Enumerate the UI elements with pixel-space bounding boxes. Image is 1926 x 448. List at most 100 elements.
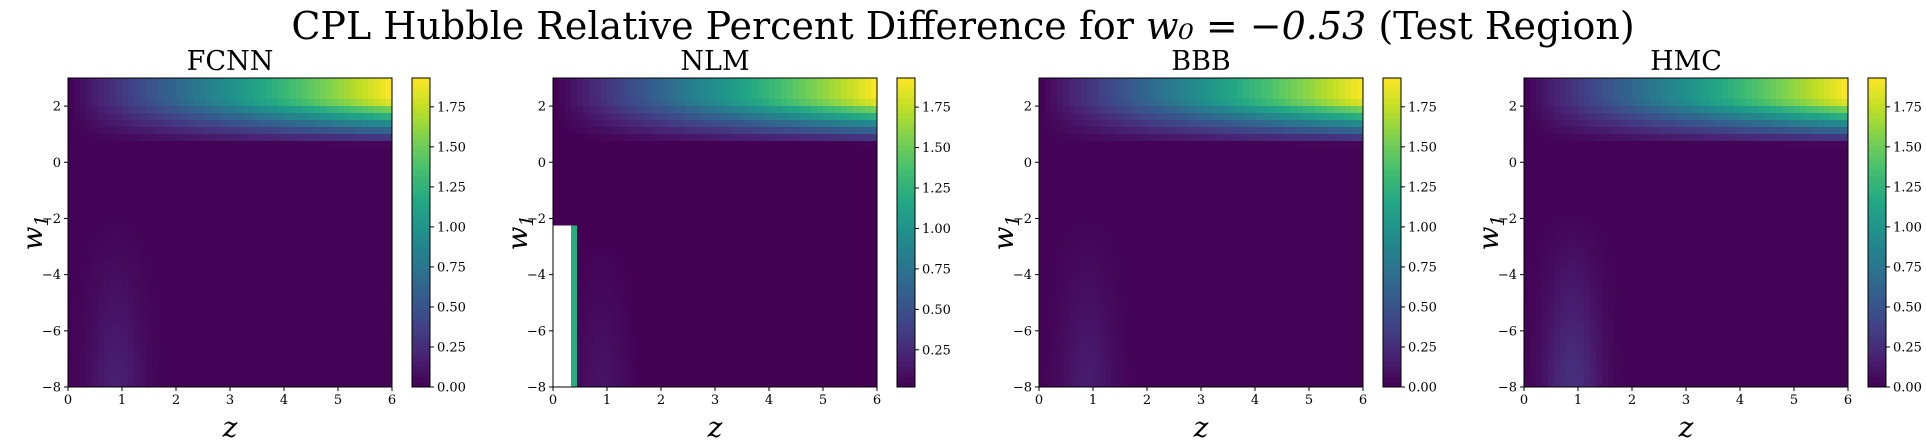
- heatmap-cell: [134, 169, 141, 177]
- heatmap-cell: [619, 232, 626, 241]
- heatmap-cell: [709, 309, 716, 318]
- heatmap-cell: [685, 330, 692, 339]
- heatmap-cell: [655, 323, 662, 332]
- heatmap-cell: [709, 225, 716, 234]
- heatmap-cell: [673, 106, 680, 114]
- heatmap-cell: [847, 120, 854, 128]
- heatmap-cell: [673, 85, 680, 93]
- heatmap-cell: [104, 190, 111, 198]
- heatmap-cell: [356, 99, 363, 107]
- heatmap-cell: [625, 190, 632, 198]
- heatmap-cell: [595, 197, 602, 206]
- heatmap-cell: [817, 337, 824, 346]
- heatmap-cell: [733, 211, 740, 220]
- colorbar-step: [412, 253, 430, 259]
- heatmap-cell: [811, 288, 818, 297]
- heatmap-cell: [320, 260, 327, 269]
- heatmap-cell: [164, 162, 171, 170]
- heatmap-cell: [559, 120, 566, 128]
- heatmap-cell: [793, 120, 800, 128]
- heatmap-cell: [649, 239, 656, 248]
- heatmap-cell: [685, 113, 692, 121]
- heatmap-cell: [817, 379, 824, 388]
- heatmap-cell: [380, 309, 387, 318]
- heatmap-cell: [799, 141, 806, 149]
- heatmap-cell: [829, 197, 836, 206]
- heatmap-cell: [92, 176, 99, 184]
- heatmap-cell: [853, 127, 860, 135]
- heatmap-cell: [613, 281, 620, 290]
- colorbar-step: [412, 217, 430, 223]
- heatmap-cell: [314, 295, 321, 304]
- heatmap-cell: [302, 344, 309, 353]
- heatmap-cell: [775, 302, 782, 311]
- heatmap-cell: [829, 204, 836, 213]
- heatmap-cell: [607, 190, 614, 198]
- heatmap-cell: [703, 176, 710, 184]
- heatmap-cell: [769, 141, 776, 149]
- heatmap-cell: [350, 225, 357, 234]
- heatmap-cell: [709, 120, 716, 128]
- heatmap-cell: [637, 295, 644, 304]
- heatmap-cell: [823, 155, 830, 163]
- heatmap-cell: [176, 344, 183, 353]
- heatmap-cell: [793, 162, 800, 170]
- heatmap-cell: [254, 106, 261, 114]
- heatmap-cell: [332, 295, 339, 304]
- heatmap-cell: [601, 162, 608, 170]
- heatmap-cell: [230, 134, 237, 142]
- heatmap-cell: [266, 176, 273, 184]
- heatmap-cell: [811, 281, 818, 290]
- heatmap-cell: [607, 323, 614, 332]
- heatmap-cell: [284, 92, 291, 100]
- heatmap-cell: [302, 183, 309, 191]
- heatmap-cell: [853, 316, 860, 325]
- heatmap-cell: [368, 218, 375, 227]
- heatmap-cell: [140, 372, 147, 381]
- heatmap-cell: [260, 309, 267, 318]
- heatmap-cell: [811, 232, 818, 241]
- heatmap-cell: [374, 316, 381, 325]
- heatmap-cell: [739, 225, 746, 234]
- heatmap-cell: [176, 337, 183, 346]
- heatmap-cell: [631, 372, 638, 381]
- heatmap-cell: [649, 127, 656, 135]
- heatmap-cell: [763, 155, 770, 163]
- heatmap-cell: [625, 92, 632, 100]
- heatmap-cell: [829, 113, 836, 121]
- heatmap-cell: [104, 365, 111, 374]
- x-axis-label: z: [222, 411, 238, 444]
- heatmap-cell: [817, 225, 824, 234]
- colorbar-step: [897, 98, 915, 105]
- heatmap-cell: [176, 78, 183, 86]
- heatmap-cell: [655, 78, 662, 86]
- heatmap-cell: [206, 358, 213, 367]
- heatmap-cell: [685, 106, 692, 114]
- heatmap-cell: [613, 232, 620, 241]
- heatmap-cell: [565, 281, 572, 290]
- heatmap-cell: [571, 358, 578, 367]
- heatmap-cell: [212, 253, 219, 262]
- heatmap-cell: [362, 134, 369, 142]
- heatmap-cell: [80, 337, 87, 346]
- heatmap-cell: [86, 85, 93, 93]
- heatmap-cell: [775, 330, 782, 339]
- heatmap-cell: [350, 218, 357, 227]
- heatmap-cell: [679, 148, 686, 156]
- heatmap-cell: [685, 148, 692, 156]
- heatmap-cell: [565, 330, 572, 339]
- heatmap-cell: [380, 253, 387, 262]
- heatmap-cell: [344, 330, 351, 339]
- x-axis-label: z: [707, 411, 723, 444]
- heatmap-cell: [751, 351, 758, 360]
- heatmap-cell: [577, 302, 584, 311]
- heatmap-cell: [853, 323, 860, 332]
- heatmap-cell: [74, 169, 81, 177]
- heatmap-cell: [799, 309, 806, 318]
- heatmap-cell: [703, 127, 710, 135]
- heatmap-cell: [182, 288, 189, 297]
- heatmap-cell: [368, 281, 375, 290]
- heatmap-cell: [176, 358, 183, 367]
- heatmap-cell: [655, 225, 662, 234]
- heatmap-cell: [86, 169, 93, 177]
